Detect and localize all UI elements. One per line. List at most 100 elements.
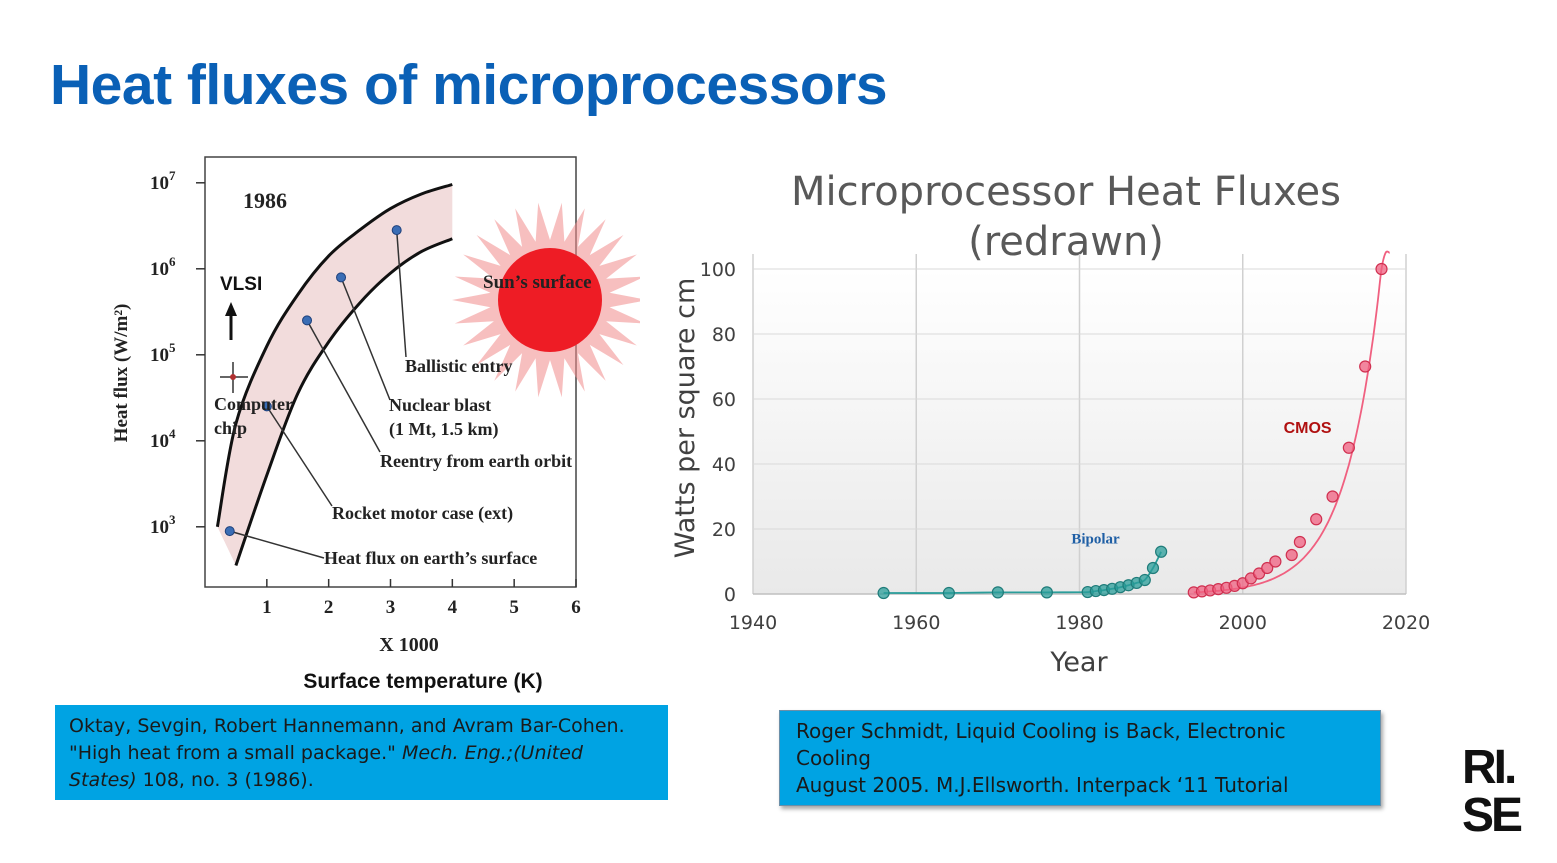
data-point (1146, 561, 1160, 575)
annotation-leader (266, 405, 333, 507)
x-tick-label: 2020 (1382, 612, 1430, 634)
x-axis-label: Year (1049, 647, 1108, 678)
y-axis-ticks: 103 104 105 106 107 (150, 168, 205, 538)
series-bipolar: Bipolar (877, 532, 1168, 600)
heat-flux-point (336, 272, 347, 283)
citation-left-line-3: States) 108, no. 3 (1986). (69, 767, 654, 794)
y-tick-label: 104 (150, 426, 176, 452)
x-tick-label: 1 (262, 597, 272, 618)
x-tick-label: 1940 (729, 612, 777, 634)
annotation-leader (340, 277, 391, 401)
heat-flux-point (391, 225, 402, 236)
x-tick-label: 3 (386, 597, 396, 618)
x-tick-label: 4 (448, 597, 458, 618)
data-point (1285, 548, 1298, 562)
y-tick-label: 0 (724, 584, 736, 606)
x-tick-label: 2 (324, 597, 334, 618)
data-point (1269, 555, 1282, 568)
data-points: Heat flux on earth’s surface Rocket motor… (224, 225, 572, 568)
y-axis-ticks: 0 20 40 60 80 100 (700, 259, 736, 606)
citation-left-line-2: "High heat from a small package." Mech. … (69, 740, 654, 767)
y-tick-label: 20 (712, 519, 736, 541)
citation-left-line-1: Oktay, Sevgin, Robert Hannemann, and Avr… (69, 715, 625, 737)
chart-title-line-2: (redrawn) (968, 219, 1164, 265)
data-point (1375, 262, 1388, 276)
rise-logo-line-1: RI. (1462, 741, 1517, 794)
computer-chip-label-1: Computer (214, 394, 293, 414)
x-tick-label: 1980 (1055, 612, 1103, 634)
microprocessor-heat-flux-chart: Microprocessor Heat Fluxes (redrawn) 0 20… (670, 169, 1430, 678)
data-point (1359, 360, 1372, 373)
point-label: Heat flux on earth’s surface (324, 548, 537, 568)
citation-left-text-2: "High heat from a small package." (69, 742, 402, 764)
data-point (991, 586, 1004, 599)
sun-label: Sun’s surface (483, 272, 592, 293)
data-point (1138, 573, 1151, 587)
y-tick-label: 106 (150, 254, 176, 280)
y-tick-label: 40 (712, 454, 736, 476)
point-label-2: (1 Mt, 1.5 km) (389, 419, 498, 440)
series-cmos: CMOS (1187, 250, 1391, 599)
y-axis-label: Heat flux (W/m²) (111, 304, 132, 443)
y-tick-label: 107 (150, 168, 176, 194)
year-label: 1986 (243, 188, 287, 213)
band-lower-curve (234, 237, 453, 566)
data-point (1293, 535, 1306, 549)
data-point (942, 586, 955, 600)
point-label: Ballistic entry (405, 356, 512, 376)
sun-graphic (452, 202, 640, 398)
x-multiplier-label: X 1000 (379, 634, 438, 656)
slide-title: Heat fluxes of microprocessors (50, 53, 888, 117)
citation-right-line-1: Roger Schmidt, Liquid Cooling is Back, E… (796, 719, 1286, 770)
citation-left: Oktay, Sevgin, Robert Hannemann, and Avr… (55, 705, 668, 800)
data-point (1310, 513, 1323, 526)
x-tick-label: 6 (571, 597, 581, 618)
rise-logo-line-2: SE (1462, 789, 1523, 842)
annotation-leader (306, 320, 381, 453)
annotation-leaders (229, 230, 407, 559)
data-point (1342, 441, 1355, 454)
data-point (1155, 545, 1168, 558)
x-tick-label: 2000 (1219, 612, 1267, 634)
heat-flux-point (224, 526, 235, 537)
citation-left-journal: Mech. Eng.;(United (401, 742, 583, 764)
rise-logo: RI. SE (1462, 744, 1542, 844)
data-point (1326, 490, 1339, 503)
data-point (1040, 586, 1053, 599)
y-axis-label: Watts per square cm (670, 278, 701, 558)
data-point (877, 586, 890, 600)
heat-flux-point (302, 315, 313, 326)
vlsi-arrow (225, 302, 237, 340)
y-tick-label: 103 (150, 512, 176, 538)
series-label: CMOS (1284, 420, 1332, 437)
citation-left-text-3: 108, no. 3 (1986). (136, 769, 314, 791)
citation-right-line-2: August 2005. M.J.Ellsworth. Interpack ‘1… (796, 773, 1289, 797)
computer-chip-marker (220, 362, 248, 393)
annotation-leader (395, 230, 407, 358)
citation-right: Roger Schmidt, Liquid Cooling is Back, E… (779, 710, 1381, 806)
series-label: Bipolar (1071, 532, 1120, 548)
point-label: Rocket motor case (ext) (332, 503, 513, 524)
x-axis-ticks: 1940 1960 1980 2000 2020 (729, 612, 1430, 634)
y-tick-label: 60 (712, 389, 736, 411)
heat-flux-band (217, 184, 453, 566)
y-tick-label: 105 (150, 340, 176, 366)
computer-chip-label-2: chip (214, 418, 247, 438)
sun-disc (498, 248, 602, 352)
heat-flux-point (261, 401, 272, 412)
annotation-leader (229, 530, 325, 559)
band-upper-curve (215, 183, 453, 528)
x-axis-ticks: 1 2 3 4 5 6 (262, 579, 581, 618)
y-tick-label: 80 (712, 324, 736, 346)
vlsi-label: VLSI (220, 274, 262, 295)
point-label: Reentry from earth orbit (380, 451, 572, 471)
grid-lines (752, 254, 1407, 595)
x-axis-label: Surface temperature (K) (303, 670, 542, 693)
point-label: Nuclear blast (389, 395, 491, 415)
y-tick-label: 100 (700, 259, 736, 281)
data-point (1261, 561, 1274, 575)
citation-left-journal-2: States) (69, 769, 137, 791)
x-tick-label: 1960 (892, 612, 940, 634)
x-tick-label: 5 (509, 597, 518, 618)
chart-title-line-1: Microprocessor Heat Fluxes (791, 169, 1341, 215)
